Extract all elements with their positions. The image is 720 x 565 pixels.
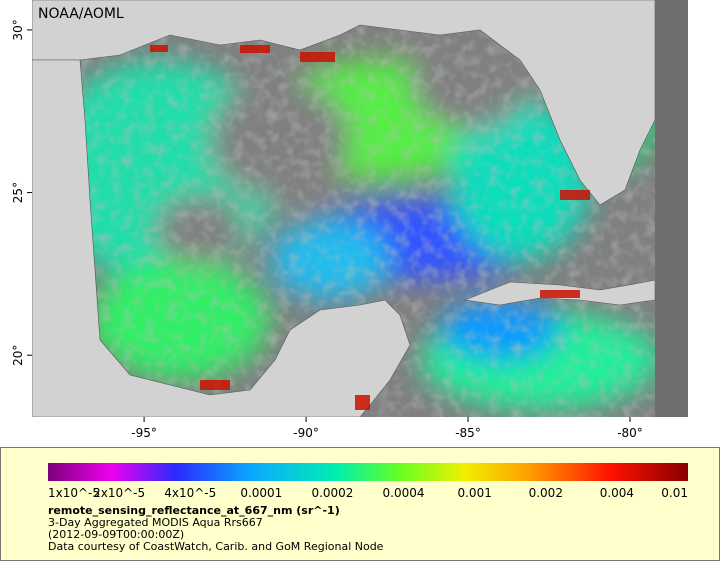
map: NOAA/AOML (32, 0, 688, 417)
no-data-strip (655, 0, 688, 417)
colorbar-label: 1x10^-5 (48, 486, 100, 500)
y-tick-label: 30° (11, 19, 25, 40)
colorbar-label: 0.0004 (383, 486, 425, 500)
colorbar-label: 0.0001 (240, 486, 282, 500)
variable: remote_sensing_reflectance_at_667_nm (sr… (48, 504, 340, 517)
date: (2012-09-09T00:00:00Z) (48, 528, 184, 541)
source: Data courtesy of CoastWatch, Carib. and … (48, 540, 384, 553)
colorbar-label: 0.001 (457, 486, 491, 500)
colorbar (48, 463, 688, 481)
y-tick-label: 25° (11, 182, 25, 203)
colorbar-label: 2x10^-5 (93, 486, 145, 500)
product: 3-Day Aggregated MODIS Aqua Rrs667 (48, 516, 263, 529)
x-tick-label: -90° (293, 426, 319, 440)
colorbar-label: 0.01 (661, 486, 688, 500)
colorbar-label: 4x10^-5 (164, 486, 216, 500)
x-tick-label: -80° (617, 426, 643, 440)
colorbar-label: 0.002 (529, 486, 563, 500)
x-tick-label: -95° (131, 426, 157, 440)
colorbar-label: 0.0002 (311, 486, 353, 500)
x-tick-label: -85° (455, 426, 481, 440)
y-tick-label: 20° (11, 345, 25, 366)
axes: -95° -90° -85° -80° 30° 25° 20° (11, 19, 643, 440)
coastal-highs (150, 45, 590, 410)
credit: NOAA/AOML (38, 6, 124, 22)
colorbar-label: 0.004 (600, 486, 634, 500)
